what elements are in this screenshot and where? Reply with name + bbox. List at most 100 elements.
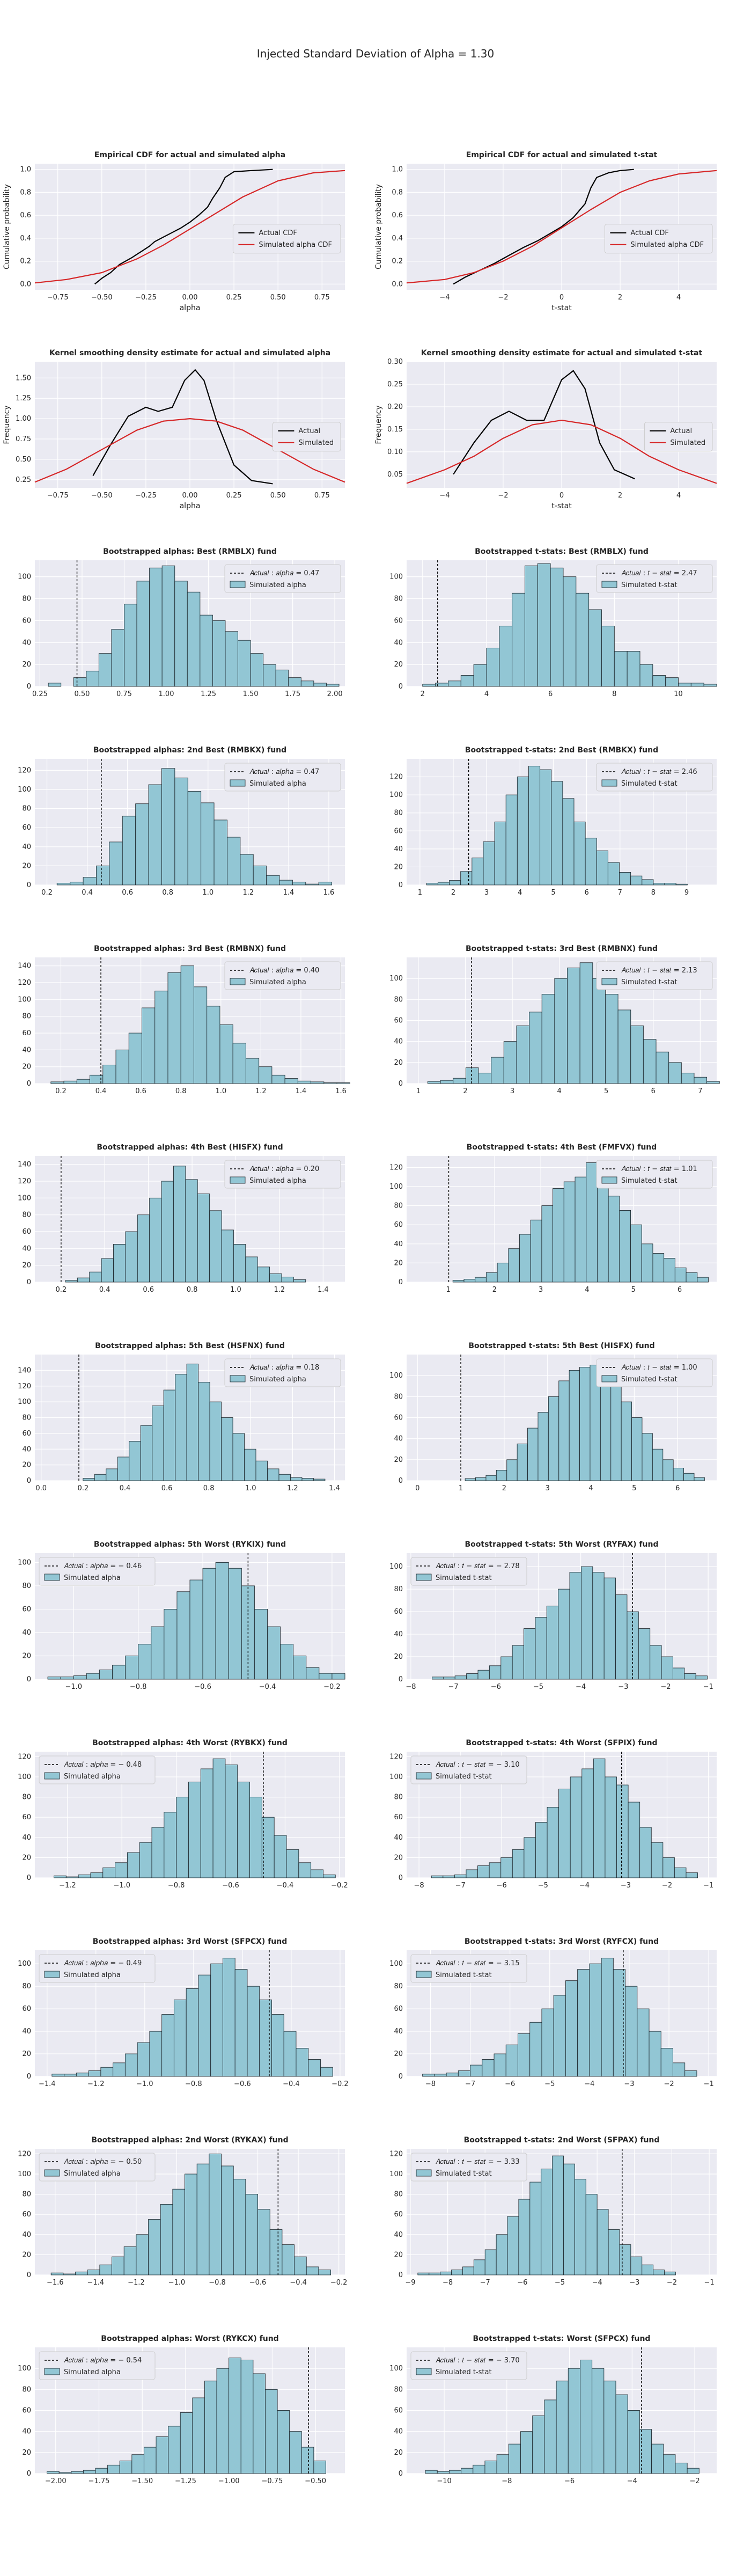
y-tick-label: 0.6 (392, 211, 403, 219)
hist-bar (293, 1279, 306, 1283)
hist-bar (597, 2209, 609, 2275)
hist-bar (672, 1667, 685, 1680)
hist-bar (221, 2165, 234, 2275)
legend-frame (596, 564, 713, 593)
hist-bar (94, 1474, 107, 1481)
x-tick-label: −3 (624, 2080, 634, 2088)
subplot-title: Bootstrapped alphas: 4th Best (HISFX) fu… (97, 1143, 283, 1152)
y-tick-label: 20 (394, 661, 403, 669)
hist-bar (426, 883, 438, 885)
y-tick-label: 0 (27, 881, 31, 889)
hist-bar (113, 2062, 126, 2077)
hist-bar (131, 2454, 144, 2474)
y-tick-label: 40 (394, 2028, 403, 2036)
legend: 𝐴𝑐𝑡𝑢𝑎𝑙 : 𝑎𝑙𝑝ℎ𝑎 = 0.18 Simulated alpha (224, 1358, 341, 1387)
x-tick-label: 2 (618, 294, 622, 302)
hist-bar (489, 1862, 502, 1878)
hist-bar (494, 2053, 506, 2077)
hist-bar (497, 1262, 509, 1283)
hist-bar (665, 677, 679, 687)
subplot-7: 0.2 0.4 0.6 0.8 1.0 1.2 1.4 1.6 0 20 40 60 80 100 120 B… (18, 746, 345, 897)
legend-frame (410, 2153, 527, 2182)
hist-bar (48, 683, 62, 687)
hist-bar (167, 972, 181, 1084)
hist-bar (630, 875, 643, 885)
x-tick-label: −0.6 (249, 2279, 267, 2287)
hist-bar (204, 2381, 217, 2474)
legend-frame (410, 1557, 527, 1586)
hist-bar (641, 1243, 653, 1283)
hist-bar (605, 994, 619, 1084)
x-tick-label: −0.4 (283, 2080, 300, 2088)
x-tick-label: 6 (678, 1286, 682, 1294)
x-tick-label: 0.6 (143, 1286, 154, 1294)
y-tick-label: 80 (394, 1393, 403, 1401)
x-tick-label: 0.2 (41, 889, 53, 897)
hist-bar (541, 1205, 554, 1283)
hist-bar (332, 1673, 345, 1680)
hist-bar (209, 1210, 222, 1283)
legend-actual-label: 𝐴𝑐𝑡𝑢𝑎𝑙 : 𝑎𝑙𝑝ℎ𝑎 = 0.47 (249, 569, 319, 577)
hist-bar (283, 2031, 297, 2077)
subplot-title: Bootstrapped alphas: 5th Worst (RYKIX) f… (94, 1540, 286, 1549)
x-tick-label: 3 (484, 889, 489, 897)
subplot-title: Bootstrapped alphas: 5th Best (HSFNX) fu… (95, 1342, 285, 1350)
legend-sim-label: Simulated alpha (249, 780, 306, 788)
x-tick-label: 0 (415, 1484, 419, 1492)
x-tick-label: 2 (502, 1484, 506, 1492)
y-tick-label: 1.0 (392, 166, 403, 174)
y-tick-label: 100 (389, 573, 403, 581)
subplot-title: Bootstrapped t-stats: Worst (SFPCX) fund (473, 2334, 651, 2343)
x-tick-label: −7 (480, 2279, 490, 2287)
y-tick-label: 0 (399, 1278, 403, 1286)
hist-bar (76, 2073, 89, 2077)
x-tick-label: −3 (621, 1882, 631, 1890)
hist-bar (588, 609, 602, 687)
hist-bar (664, 2271, 676, 2275)
y-tick-label: 0 (27, 683, 31, 691)
x-tick-label: −0.2 (332, 2080, 349, 2088)
subplot-18: −8 −7 −6 −5 −4 −3 −2 −1 0 20 40 60 80 100 120 Bootstrap… (389, 1739, 717, 1890)
legend-sim-label: Simulated t-stat (436, 2368, 492, 2376)
hist-bar (240, 854, 254, 885)
y-tick-label: 0.15 (387, 426, 403, 434)
x-tick-label: −0.2 (323, 1683, 341, 1691)
hist-bar (51, 2074, 65, 2077)
hist-bar (323, 1082, 337, 1084)
hist-bar (209, 2153, 222, 2275)
subplot-title: Bootstrapped alphas: 2nd Worst (RYKAX) f… (91, 2136, 288, 2145)
y-tick-label: 40 (22, 1245, 31, 1253)
subplot-22: −9 −8 −7 −6 −5 −4 −3 −2 −1 0 20 40 60 80 100 120 Bootstr… (389, 2136, 717, 2287)
legend: 𝐴𝑐𝑡𝑢𝑎𝑙 : 𝑎𝑙𝑝ℎ𝑎 = − 0.54 Simulated alpha (39, 2351, 156, 2380)
legend-label: Actual CDF (259, 229, 297, 237)
hist-bar (499, 626, 513, 687)
y-tick-label: 1.50 (16, 374, 31, 382)
y-tick-label: 40 (22, 639, 31, 647)
x-tick-label: 0.75 (314, 492, 330, 500)
x-tick-label: 0.50 (270, 492, 286, 500)
legend-actual-label: 𝐴𝑐𝑡𝑢𝑎𝑙 : 𝑡 − 𝑠𝑡𝑎𝑡 = − 3.33 (436, 2158, 520, 2166)
x-tick-label: 0.8 (162, 889, 173, 897)
y-tick-label: 0.25 (387, 380, 403, 389)
hist-bar (553, 1995, 566, 2077)
hist-bar (161, 2014, 174, 2077)
legend-frame (644, 422, 713, 452)
y-tick-label: 60 (22, 2211, 31, 2219)
hist-bar (233, 2178, 246, 2275)
hist-bar (440, 1080, 454, 1084)
x-tick-label: −0.6 (194, 1683, 211, 1691)
hist-bar (453, 1078, 466, 1084)
hist-bar (619, 2244, 631, 2275)
x-tick-label: 1 (416, 1087, 421, 1095)
hist-bar (192, 2397, 205, 2474)
hist-bar (185, 1179, 198, 1283)
hist-bar (112, 2256, 124, 2275)
hist-bar (616, 1784, 629, 1878)
hist-bar (198, 1974, 211, 2077)
hist-bar (605, 1776, 617, 1878)
subplot-23: −2.00 −1.75 −1.50 −1.25 −1.00 −0.75 −0.50 0 20 40… (18, 2334, 345, 2485)
hist-bar (288, 677, 301, 687)
subplot-13: 0.0 0.2 0.4 0.6 0.8 1.0 1.2 1.4 0 20 40 60 80 100 120 1… (18, 1342, 345, 1492)
hist-bar (563, 1181, 576, 1283)
